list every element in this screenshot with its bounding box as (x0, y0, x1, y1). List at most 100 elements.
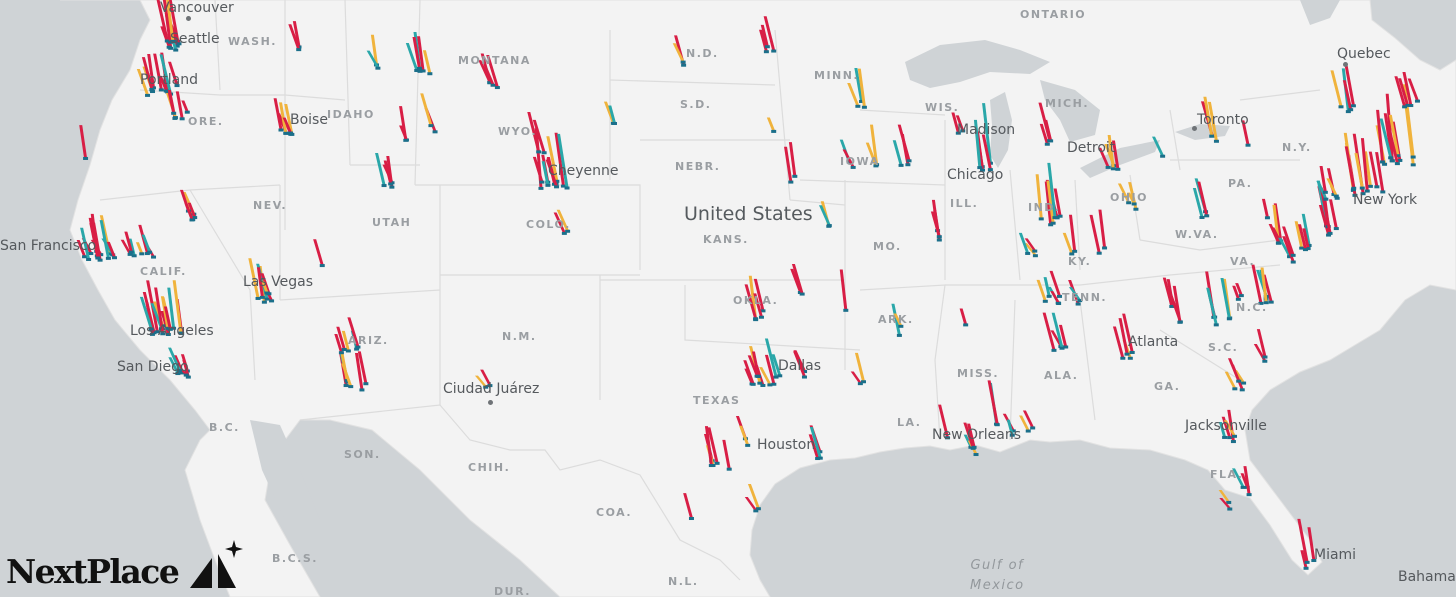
bar-column (748, 275, 758, 320)
bar-base (1199, 215, 1205, 219)
bar-base (163, 89, 169, 93)
bar-base (147, 250, 153, 254)
bar-base (1209, 134, 1215, 138)
bar-base (145, 93, 151, 97)
bar-column (1256, 329, 1267, 357)
bar-column (893, 313, 903, 326)
bar-column (1219, 498, 1232, 509)
bar-column (987, 380, 999, 425)
bar-column (120, 239, 132, 254)
bar-column (260, 273, 271, 294)
bar-column (1282, 226, 1295, 255)
bar-column (80, 227, 91, 259)
bar-base (1359, 186, 1365, 190)
bar-base (763, 50, 769, 54)
bar-base (98, 253, 104, 257)
bar-base (1299, 246, 1305, 250)
bar-column (704, 426, 713, 466)
bar-base (381, 184, 387, 188)
bar-base (681, 63, 687, 67)
bar-base (1311, 559, 1317, 563)
bar-column (839, 269, 848, 310)
bar-base (88, 252, 94, 256)
bar-base (1009, 433, 1015, 437)
bar-column (1068, 214, 1077, 251)
bar-column (168, 61, 179, 86)
bar-column (1241, 120, 1250, 145)
bar-base (1388, 156, 1394, 160)
bar-base (487, 384, 493, 388)
bar-base (192, 216, 198, 220)
bar-column (1344, 146, 1356, 188)
bar-base (171, 111, 177, 115)
bar-base (131, 254, 137, 258)
bar-base (905, 163, 911, 167)
bar-base (259, 295, 265, 299)
bar-column (106, 241, 117, 258)
bar-column (256, 267, 264, 297)
bar-base (688, 517, 694, 521)
bar-base (183, 373, 189, 377)
logo-text: NextPlace (6, 552, 180, 591)
bar-column (182, 359, 190, 377)
bar-base (1352, 193, 1358, 197)
bar-column (1260, 267, 1268, 303)
bar-column (1232, 468, 1245, 487)
bar-column (341, 330, 350, 351)
bar-column (1354, 153, 1364, 188)
bar-column (760, 24, 769, 47)
bar-column (1039, 123, 1049, 144)
bar-column (1118, 318, 1129, 354)
bar-base (802, 370, 808, 374)
bar-base (1057, 214, 1063, 218)
bar-base (1360, 192, 1366, 196)
bar-base (855, 104, 861, 108)
bar-column (136, 69, 150, 95)
bar-column (532, 156, 544, 182)
bar-column (850, 371, 862, 384)
bar-base (560, 184, 566, 188)
bar-base (1227, 507, 1233, 511)
bar-base (1338, 105, 1344, 109)
bar-column (480, 369, 492, 386)
bar-column (546, 136, 559, 181)
bar-base (1268, 300, 1274, 304)
bar-base (1131, 202, 1137, 206)
bar-base (1410, 155, 1416, 159)
bar-column (284, 104, 294, 134)
bar-column (747, 483, 760, 509)
bar-base (82, 255, 88, 259)
bar-base (166, 45, 172, 49)
bar-base (1032, 254, 1038, 258)
bar-base (95, 256, 101, 260)
bar-base (420, 69, 426, 73)
bar-base (1120, 356, 1126, 360)
bar-base (536, 150, 542, 154)
bar-column (153, 53, 163, 90)
bar-column (857, 68, 866, 107)
bar-column (764, 338, 778, 377)
bar-column (1050, 291, 1061, 304)
logo-mark-icon (190, 540, 243, 588)
bar-base (128, 250, 134, 254)
bar-base (773, 375, 779, 379)
bar-base (987, 168, 993, 172)
bar-base (1323, 197, 1329, 201)
bar-column (139, 296, 153, 329)
bar-column (484, 68, 495, 85)
bar-base (179, 371, 185, 375)
lake-superior (905, 40, 1050, 88)
bar-column (532, 119, 546, 153)
bar-base (1334, 196, 1340, 200)
bar-column (1394, 76, 1407, 107)
bar-column (354, 352, 364, 390)
bar-column (556, 209, 570, 231)
bar-column (747, 355, 759, 376)
bar-column (847, 82, 860, 106)
bar-base (1414, 99, 1420, 103)
bar-column (554, 132, 565, 186)
bar-base (1258, 301, 1264, 305)
bar-column (842, 149, 855, 167)
